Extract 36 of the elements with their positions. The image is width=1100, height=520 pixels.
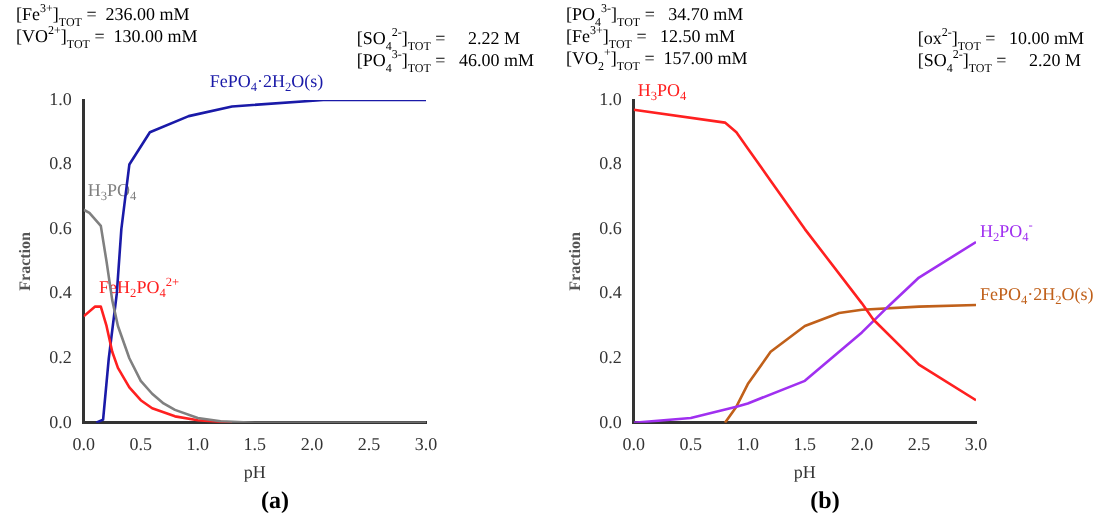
y-tick-label: 0.6	[49, 217, 73, 238]
x-tick-label: 0.5	[679, 434, 703, 455]
y-tick-label: 0.0	[49, 411, 73, 432]
y-tick-label: 1.0	[49, 88, 73, 109]
x-tick-label: 0.5	[129, 434, 153, 455]
y-tick-label: 0.6	[599, 217, 623, 238]
y-tick-label: 0.8	[599, 153, 623, 174]
y-tick-label: 0.0	[599, 411, 623, 432]
x-tick-label: 1.0	[736, 434, 761, 455]
text: (a)	[259, 484, 291, 518]
text: [VO$_{2}$$^{+}$]$_{TOT}$ = 157.00 mM	[566, 48, 748, 74]
x-tick-label: 0.0	[72, 434, 96, 455]
y-tick-label: 0.4	[49, 282, 73, 303]
text: (b)	[808, 484, 842, 518]
y-tick-label: 0.2	[599, 346, 622, 367]
x-tick-label: 1.0	[186, 434, 211, 455]
y-axis-title: Fraction	[15, 230, 34, 291]
x-tick-label: 1.5	[793, 434, 818, 455]
text: [VO$^{2+}$]$_{TOT}$ = 130.00 mM	[16, 26, 198, 52]
y-tick-label: 1.0	[599, 88, 623, 109]
x-axis-title: pH	[243, 461, 267, 482]
text: [SO$_{4}$$^{2-}$]$_{TOT}$ = 2.20 M	[917, 50, 1083, 76]
y-tick-label: 0.4	[599, 282, 623, 303]
x-tick-label: 2.0	[850, 434, 875, 455]
x-tick-label: 3.0	[964, 434, 989, 455]
y-tick-label: 0.8	[49, 153, 73, 174]
x-tick-label: 1.5	[243, 434, 268, 455]
x-axis-title: pH	[793, 461, 817, 482]
x-tick-label: 3.0	[414, 434, 439, 455]
y-axis-title: Fraction	[565, 230, 584, 291]
text: [PO$_{4}$$^{3-}$]$_{TOT}$ = 46.00 mM	[356, 50, 534, 76]
x-tick-label: 2.5	[357, 434, 382, 455]
x-tick-label: 2.0	[300, 434, 325, 455]
x-tick-label: 0.0	[622, 434, 646, 455]
x-tick-label: 2.5	[907, 434, 932, 455]
y-tick-label: 0.2	[49, 346, 72, 367]
